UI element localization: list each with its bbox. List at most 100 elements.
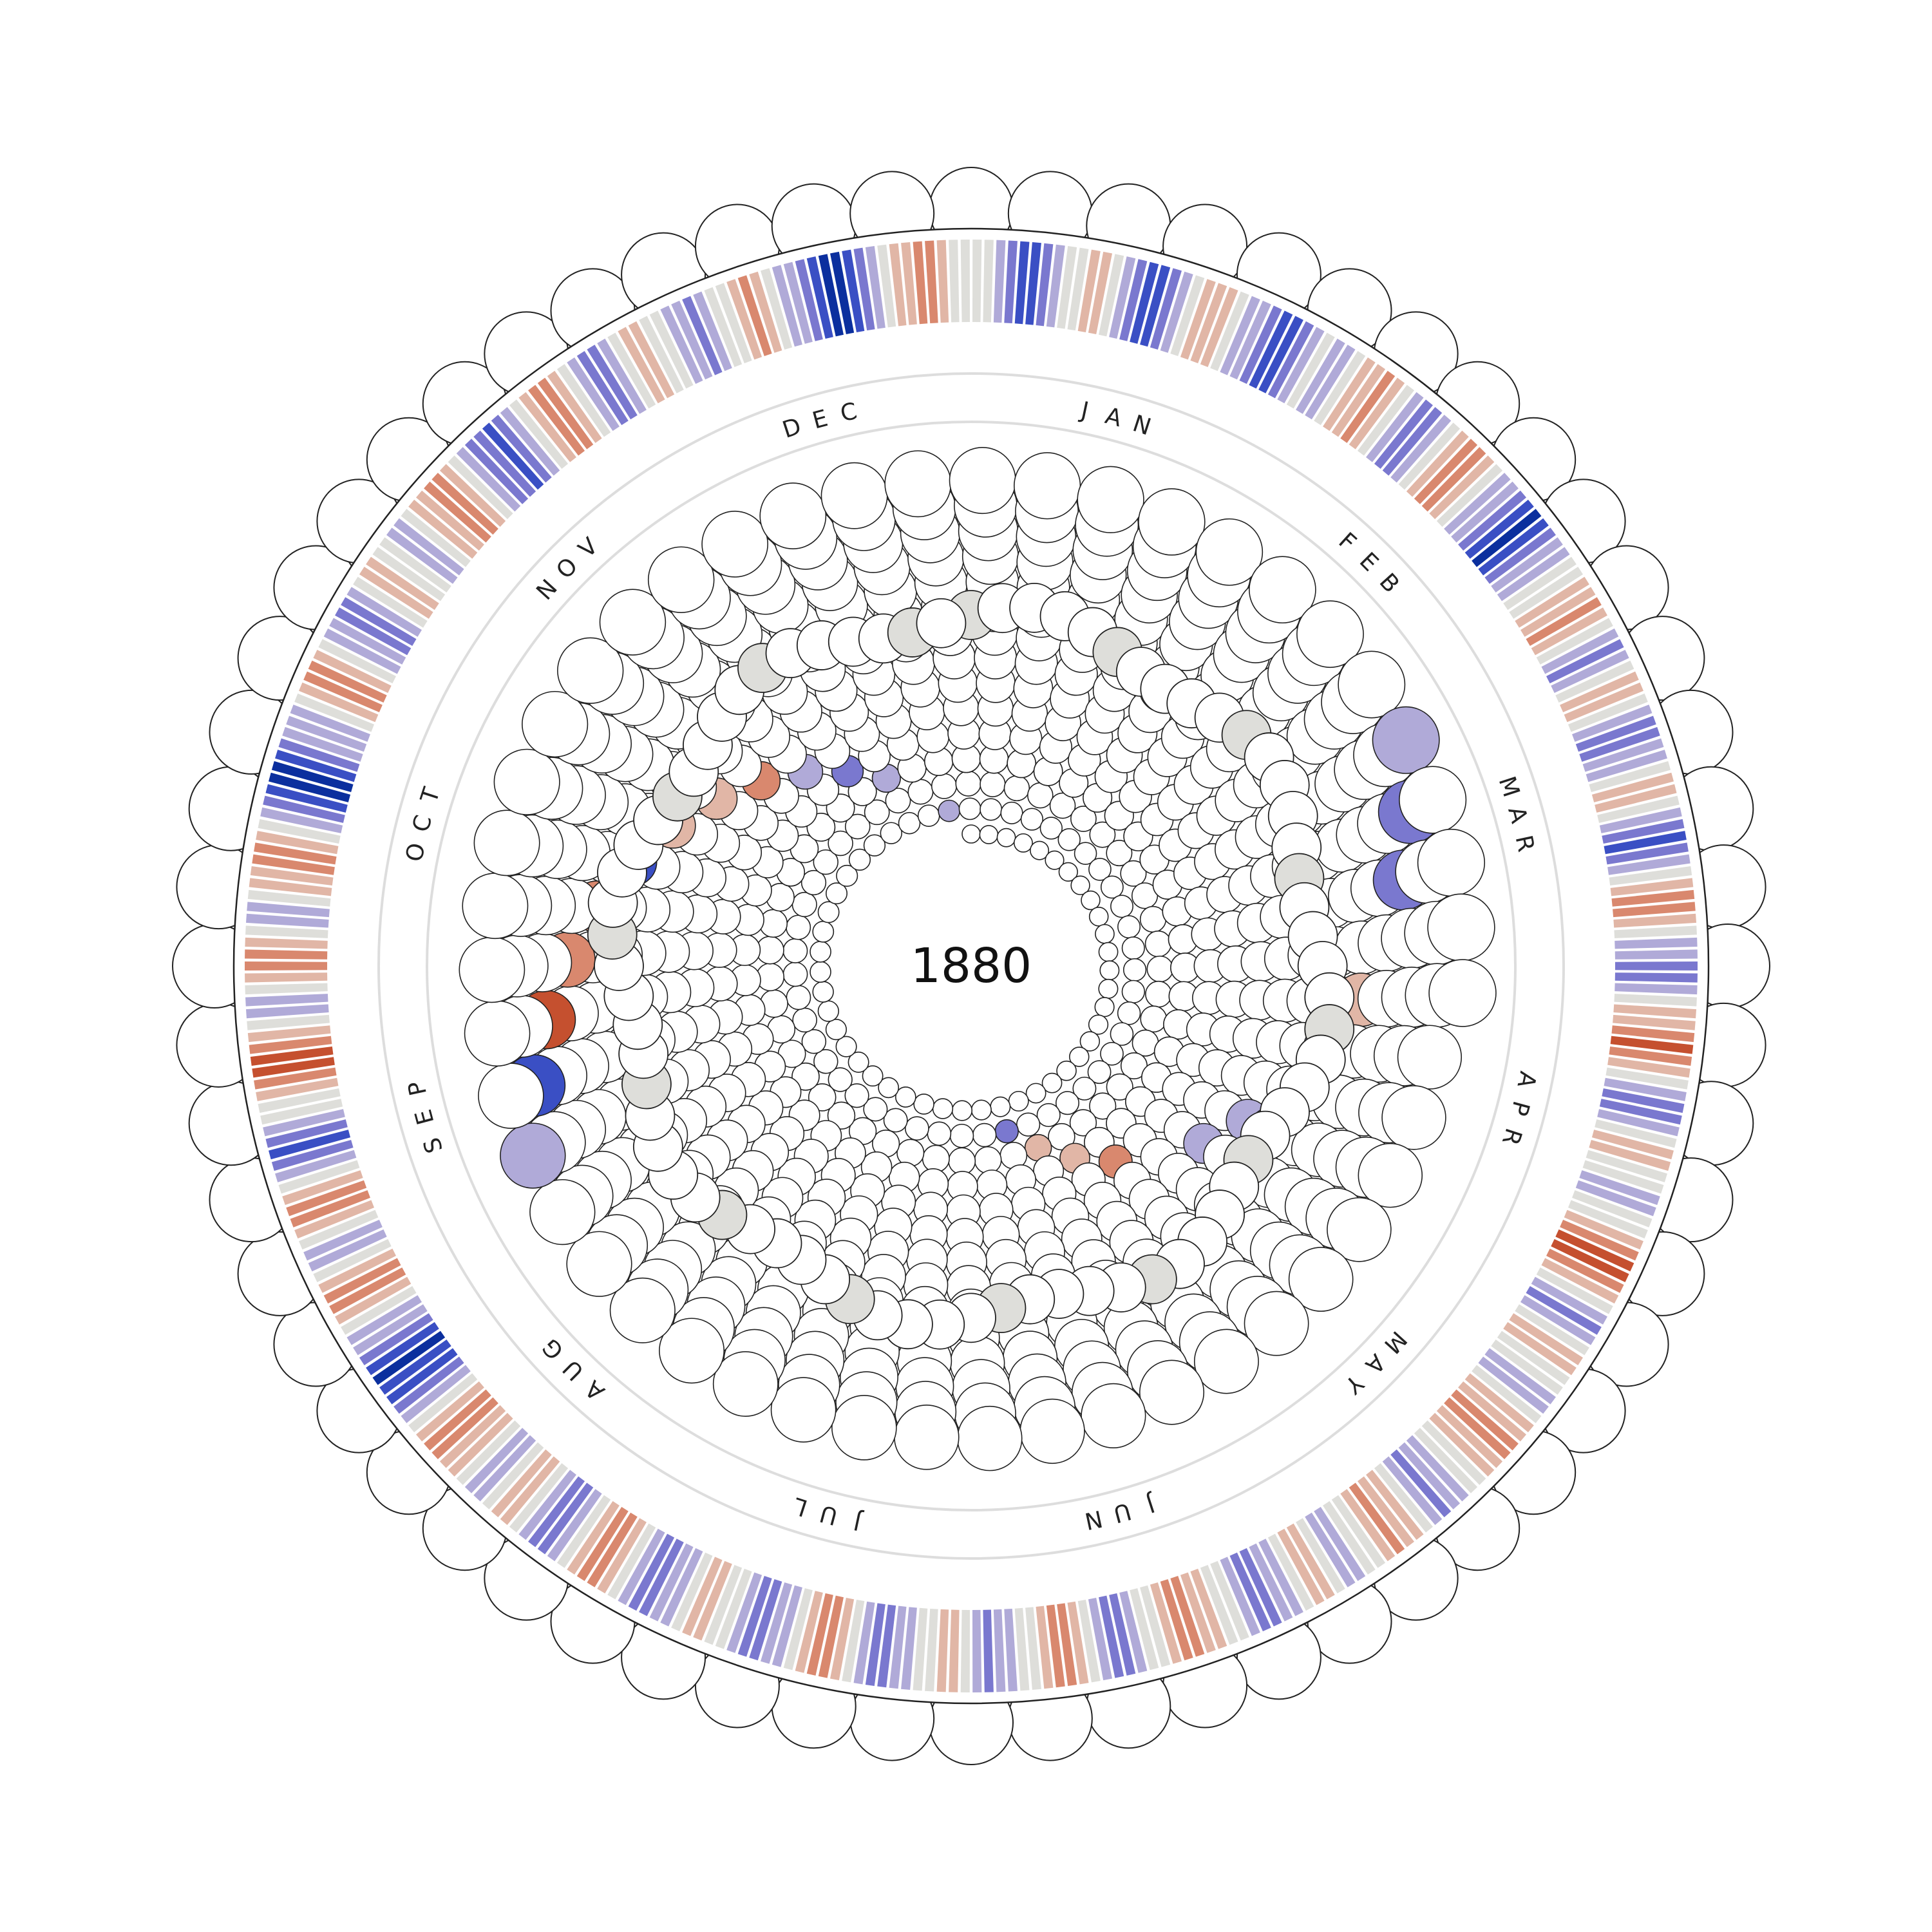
spiral-bubble xyxy=(949,446,1016,515)
day-anomaly-bar xyxy=(1239,1548,1282,1627)
spiral-bubble xyxy=(813,849,838,875)
spiral-bubble xyxy=(782,938,808,963)
spiral-bubble xyxy=(801,1028,827,1054)
day-anomaly-bar xyxy=(1582,1160,1664,1194)
spiral-bubble xyxy=(1372,706,1440,774)
spiral-bubble xyxy=(1036,1103,1061,1128)
spiral-bubble xyxy=(462,873,529,940)
day-anomaly-bar xyxy=(424,481,491,543)
day-anomaly-bar xyxy=(1067,1601,1089,1685)
day-anomaly-bar xyxy=(1382,407,1443,476)
day-anomaly-bar xyxy=(972,1609,982,1692)
spiral-bubble xyxy=(1399,766,1467,834)
day-anomaly-bar xyxy=(254,842,337,865)
spiral-bubble xyxy=(980,798,1003,821)
spiral-bubble xyxy=(1057,828,1081,851)
spiral-bubble xyxy=(1099,960,1120,981)
day-anomaly-bar xyxy=(1140,265,1171,347)
day-anomaly-bar xyxy=(1604,1077,1687,1101)
day-anomaly-bar xyxy=(464,439,529,504)
day-anomaly-bar xyxy=(783,261,813,344)
day-anomaly-bar xyxy=(1305,1512,1356,1587)
day-anomaly-bar xyxy=(1406,430,1469,497)
day-anomaly-bar xyxy=(1109,256,1136,339)
day-anomaly-bar xyxy=(1497,547,1570,601)
spiral-bubble xyxy=(522,690,589,758)
day-anomaly-bar xyxy=(649,310,694,389)
day-anomaly-bar xyxy=(901,242,917,325)
day-anomaly-bar xyxy=(249,1036,332,1054)
day-anomaly-bar xyxy=(772,1585,802,1667)
day-anomaly-bar xyxy=(1526,597,1602,647)
day-anomaly-bar xyxy=(1286,1523,1335,1600)
spiral-bubble xyxy=(478,1063,544,1129)
spiral-bubble xyxy=(913,1094,934,1115)
day-anomaly-bar xyxy=(1349,377,1405,450)
day-anomaly-bar xyxy=(693,291,732,372)
spiral-bubble xyxy=(1030,840,1050,860)
spiral-bubble xyxy=(1145,980,1172,1008)
day-anomaly-bar xyxy=(1609,866,1692,886)
day-anomaly-bar xyxy=(1551,650,1629,694)
day-anomaly-bar xyxy=(249,878,332,896)
day-anomaly-bar xyxy=(628,1533,675,1611)
day-anomaly-bar xyxy=(247,1025,331,1043)
day-anomaly-bar xyxy=(1551,1238,1629,1282)
spiral-bubble xyxy=(1110,895,1133,918)
day-anomaly-bar xyxy=(518,1470,576,1540)
day-anomaly-bar xyxy=(983,1609,994,1692)
day-anomaly-bar xyxy=(1200,287,1238,367)
day-anomaly-bar xyxy=(1609,1046,1692,1066)
day-anomaly-bar xyxy=(353,576,428,628)
day-anomaly-bar xyxy=(359,1313,433,1365)
day-anomaly-bar xyxy=(1614,925,1697,938)
day-anomaly-bar xyxy=(1170,275,1205,356)
day-anomaly-bar xyxy=(299,682,379,723)
day-anomaly-bar xyxy=(972,240,982,323)
day-anomaly-bar xyxy=(254,1067,337,1090)
day-anomaly-bar xyxy=(1531,607,1607,656)
day-anomaly-bar xyxy=(299,1209,379,1250)
day-anomaly-bar xyxy=(1160,1579,1193,1661)
day-anomaly-bar xyxy=(772,265,802,347)
spiral-bubble xyxy=(1428,959,1497,1027)
day-anomaly-bar xyxy=(500,407,560,476)
spiral-bubble xyxy=(949,1123,974,1148)
spiral-bubble xyxy=(863,1097,888,1122)
day-anomaly-bar xyxy=(1436,1405,1503,1468)
spiral-bubble xyxy=(791,891,817,918)
day-anomaly-bar xyxy=(1398,422,1461,490)
day-anomaly-bar xyxy=(250,866,334,886)
day-anomaly-bar xyxy=(1170,1576,1205,1657)
day-anomaly-bar xyxy=(290,1190,370,1227)
day-anomaly-bar xyxy=(1267,1533,1314,1611)
spiral-bubble xyxy=(1121,936,1145,960)
day-anomaly-bar xyxy=(749,271,782,353)
spiral-bubble xyxy=(820,462,888,529)
day-anomaly-bar xyxy=(269,772,351,802)
day-anomaly-bar xyxy=(1484,527,1556,584)
day-anomaly-bar xyxy=(1229,300,1271,380)
day-anomaly-bar xyxy=(1572,1190,1653,1227)
day-anomaly-bar xyxy=(245,983,328,995)
day-anomaly-bar xyxy=(282,726,363,762)
day-anomaly-bar xyxy=(1099,254,1124,337)
day-anomaly-bar xyxy=(401,509,471,567)
day-anomaly-bar xyxy=(393,1356,464,1414)
day-anomaly-bar xyxy=(245,1004,329,1019)
day-anomaly-bar xyxy=(247,889,331,907)
day-anomaly-bar xyxy=(1390,415,1452,483)
spiral-bubble xyxy=(791,1062,820,1091)
day-anomaly-bar xyxy=(818,254,844,337)
spiral-bubble xyxy=(1070,806,1097,832)
spiral-bubble xyxy=(1049,792,1076,819)
day-anomaly-bar xyxy=(628,321,675,399)
day-anomaly-bar xyxy=(889,243,907,327)
spiral-bubble xyxy=(880,822,903,844)
spiral-bubble xyxy=(1013,833,1033,853)
day-anomaly-bar xyxy=(335,1276,412,1325)
spiral-bubble xyxy=(862,1065,884,1087)
day-anomaly-bar xyxy=(386,1348,458,1405)
day-anomaly-bar xyxy=(1180,1572,1216,1653)
